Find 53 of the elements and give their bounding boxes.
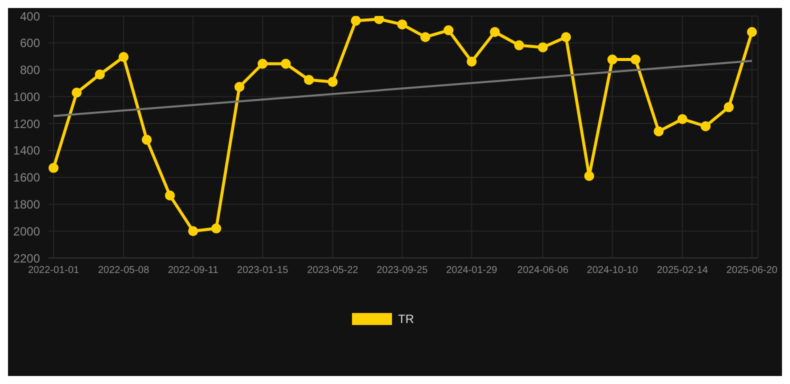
point [72,88,82,98]
point [164,190,175,200]
point [304,74,314,85]
point [94,69,105,80]
point [48,162,59,173]
legend-label: TR [398,312,414,326]
point [211,223,222,234]
x-tick-label: 2022-09-11 [168,265,219,276]
point [397,19,408,30]
x-tick-label: 2022-05-08 [98,265,150,276]
point [466,56,477,67]
point [630,54,641,65]
point [188,226,198,236]
point [234,82,244,92]
point [724,102,734,112]
point [374,16,384,24]
x-tick-label: 2023-05-22 [307,265,359,276]
y-tick-label: 2000 [13,224,40,238]
point [420,32,430,42]
point [350,16,361,26]
point [328,76,338,87]
x-tick-label: 2024-06-06 [517,265,569,276]
point [490,27,500,37]
point [258,58,268,69]
point [700,121,711,132]
y-tick-label: 600 [20,36,40,50]
x-tick-label: 2023-09-25 [376,265,428,276]
y-tick-label: 800 [20,63,40,78]
point [561,32,572,42]
y-tick-label: 1600 [13,170,40,185]
x-tick-label: 2025-02-14 [656,265,708,276]
y-tick-label: 1200 [13,116,40,131]
point [142,134,152,145]
y-tick-label: 400 [20,9,40,24]
point [444,25,454,36]
point [584,170,594,181]
y-tick-label: 1000 [13,90,40,104]
point [118,52,129,62]
y-tick-label: 1400 [13,144,40,158]
x-tick-label: 2024-01-29 [446,265,498,276]
point [280,58,291,69]
x-tick-label: 2023-01-15 [237,265,289,276]
point [746,27,757,37]
point [607,54,618,65]
y-tick-label: 1800 [13,197,40,212]
x-tick-label: 2022-01-01 [28,265,80,276]
point [538,42,548,52]
point [654,126,664,136]
x-tick-label: 2024-10-10 [586,265,638,276]
point [514,40,524,50]
x-tick-label: 2025-06-20 [726,265,778,276]
y-tick-label: 2200 [13,251,40,266]
point [677,114,688,124]
